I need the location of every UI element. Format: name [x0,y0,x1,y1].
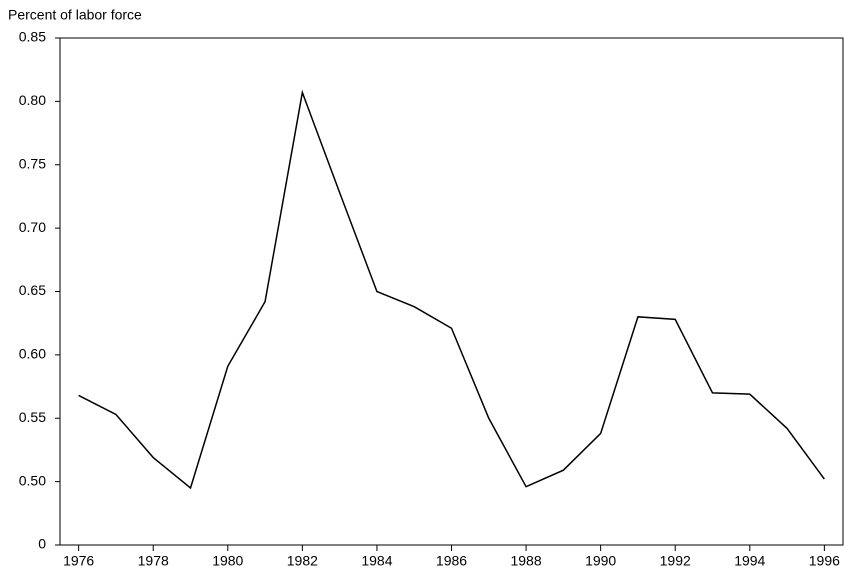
y-tick-label: 0.50 [19,472,46,488]
y-tick-label: 0.75 [19,155,46,171]
x-tick-label: 1994 [734,553,765,569]
x-tick-label: 1982 [287,553,318,569]
x-tick-label: 1980 [212,553,243,569]
y-tick-label: 0 [38,536,46,552]
data-line [78,89,825,490]
x-tick-label: 1986 [436,553,467,569]
y-tick-label: 0.85 [19,29,46,45]
y-tick-label: 0.70 [19,219,46,235]
y-tick-label: 0.80 [19,92,46,108]
y-tick-label: 0.65 [19,282,46,298]
x-tick-label: 1996 [809,553,840,569]
plot-frame [59,37,844,546]
x-tick-label: 1976 [63,553,94,569]
y-tick-label: 0.55 [19,409,46,425]
y-axis-label: Percent of labor force [8,7,142,23]
y-tick-label: 0.60 [19,346,46,362]
x-tick-label: 1978 [138,553,169,569]
x-tick-label: 1990 [585,553,616,569]
x-tick-label: 1992 [660,553,691,569]
x-tick-label: 1988 [510,553,541,569]
x-tick-label: 1984 [361,553,392,569]
